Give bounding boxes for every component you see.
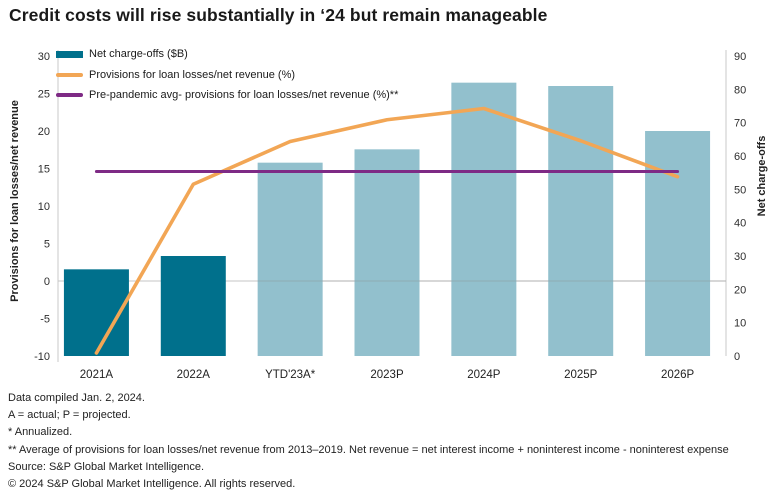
right-axis-tick-70: 70 <box>734 118 746 130</box>
bar-2022A <box>160 256 226 356</box>
right-axis-tick-60: 60 <box>734 151 746 163</box>
left-axis-tick-0: 0 <box>44 276 50 288</box>
line-swatch-icon <box>56 72 83 77</box>
footnote-line: A = actual; P = projected. <box>8 409 131 422</box>
right-axis-tick-0: 0 <box>734 351 740 363</box>
bar-2026P <box>645 131 711 356</box>
footnotes: Data compiled Jan. 2, 2024. A = actual; … <box>8 390 729 493</box>
bar-2023P <box>354 149 420 356</box>
x-label-2026P: 2026P <box>661 369 695 381</box>
legend-label: Net charge-offs ($B) <box>89 48 188 61</box>
x-label-2024P: 2024P <box>467 369 501 381</box>
x-label-2025P: 2025P <box>564 369 598 381</box>
footnote-line: © 2024 S&P Global Market Intelligence. A… <box>8 478 296 491</box>
right-axis-tick-40: 40 <box>734 218 746 230</box>
right-axis-title: Net charge-offs <box>756 135 768 217</box>
left-axis-tick--5: -5 <box>40 314 50 326</box>
x-label-YTD'23A*: YTD'23A* <box>265 369 316 381</box>
right-axis-tick-10: 10 <box>734 318 746 330</box>
right-axis-tick-80: 80 <box>734 84 746 96</box>
left-axis-tick-10: 10 <box>38 201 50 213</box>
line-swatch-icon <box>56 93 83 98</box>
legend-item-net-charge-offs: Net charge-offs ($B) <box>56 44 398 65</box>
legend-label: Provisions for loan losses/net revenue (… <box>89 68 296 81</box>
legend-label: Pre-pandemic avg- provisions for loan lo… <box>89 89 399 102</box>
bar-2024P <box>451 82 517 356</box>
legend-item-prepandemic-avg: Pre-pandemic avg- provisions for loan lo… <box>56 85 398 106</box>
chart-canvas: 302520151050-5-1090807060504030201002021… <box>34 50 746 381</box>
footnote-line: ** Average of provisions for loan losses… <box>8 443 729 456</box>
left-axis-tick-5: 5 <box>44 239 50 251</box>
right-axis-tick-50: 50 <box>734 184 746 196</box>
bar-YTD'23A* <box>257 162 323 356</box>
footnote-line: * Annualized. <box>8 426 73 439</box>
right-axis-tick-90: 90 <box>734 51 746 63</box>
footnote-line: Source: S&P Global Market Intelligence. <box>8 460 205 473</box>
bar-2025P <box>548 86 614 356</box>
legend-item-provisions: Provisions for loan losses/net revenue (… <box>56 65 398 86</box>
left-axis-title: Provisions for loan losses/net revenue <box>9 100 21 302</box>
x-label-2021A: 2021A <box>80 369 114 381</box>
left-axis-tick--10: -10 <box>34 351 50 363</box>
left-axis-tick-30: 30 <box>38 51 50 63</box>
legend: Net charge-offs ($B) Provisions for loan… <box>56 44 398 106</box>
right-axis-tick-30: 30 <box>734 251 746 263</box>
left-axis-tick-25: 25 <box>38 89 50 101</box>
line-provisions <box>94 106 680 355</box>
left-axis-tick-15: 15 <box>38 164 50 176</box>
bar-swatch-icon <box>56 50 83 58</box>
right-axis-tick-20: 20 <box>734 284 746 296</box>
x-label-2022A: 2022A <box>177 369 211 381</box>
chart-title: Credit costs will rise substantially in … <box>9 5 548 25</box>
x-label-2023P: 2023P <box>370 369 404 381</box>
left-axis-tick-20: 20 <box>38 126 50 138</box>
footnote-line: Data compiled Jan. 2, 2024. <box>8 392 145 404</box>
